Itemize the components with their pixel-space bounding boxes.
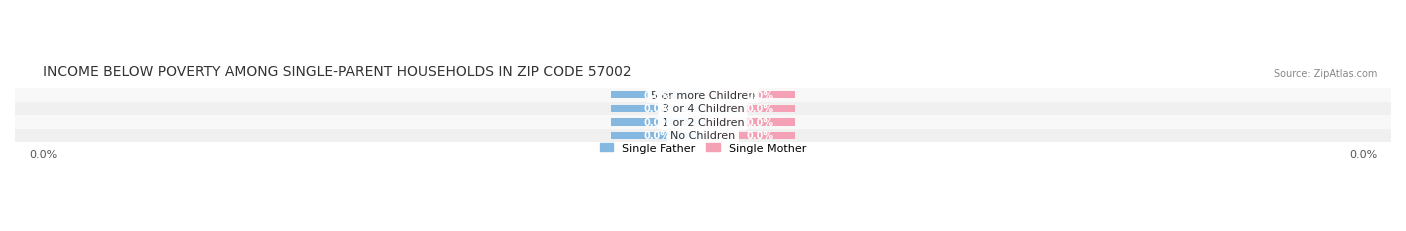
- Text: 0.0%: 0.0%: [1348, 149, 1378, 159]
- Text: 0.0%: 0.0%: [644, 90, 671, 100]
- Text: 0.0%: 0.0%: [747, 131, 773, 141]
- Bar: [15, 129, 1391, 143]
- Bar: [612, 119, 703, 126]
- Bar: [15, 102, 1391, 116]
- Text: 0.0%: 0.0%: [28, 149, 58, 159]
- Bar: [612, 105, 703, 112]
- Bar: [703, 105, 794, 112]
- Bar: [612, 92, 703, 99]
- Text: 0.0%: 0.0%: [747, 104, 773, 114]
- Legend: Single Father, Single Mother: Single Father, Single Mother: [596, 138, 810, 157]
- Text: 0.0%: 0.0%: [644, 104, 671, 114]
- Bar: [703, 119, 794, 126]
- Text: Source: ZipAtlas.com: Source: ZipAtlas.com: [1274, 69, 1378, 79]
- Bar: [703, 92, 794, 99]
- Text: 0.0%: 0.0%: [747, 90, 773, 100]
- Text: 5 or more Children: 5 or more Children: [651, 90, 755, 100]
- Bar: [15, 89, 1391, 102]
- Text: 1 or 2 Children: 1 or 2 Children: [662, 117, 744, 127]
- Bar: [703, 132, 794, 140]
- Text: 0.0%: 0.0%: [644, 117, 671, 127]
- Text: 3 or 4 Children: 3 or 4 Children: [662, 104, 744, 114]
- Bar: [612, 132, 703, 140]
- Text: No Children: No Children: [671, 131, 735, 141]
- Text: 0.0%: 0.0%: [644, 131, 671, 141]
- Bar: [15, 116, 1391, 129]
- Text: INCOME BELOW POVERTY AMONG SINGLE-PARENT HOUSEHOLDS IN ZIP CODE 57002: INCOME BELOW POVERTY AMONG SINGLE-PARENT…: [42, 65, 631, 79]
- Text: 0.0%: 0.0%: [747, 117, 773, 127]
